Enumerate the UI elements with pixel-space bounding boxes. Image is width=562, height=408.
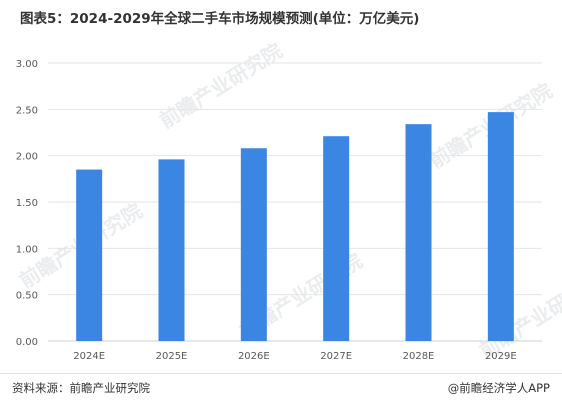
source-note: 资料来源：前瞻产业研究院 [12,381,150,395]
chart-title: 图表5：2024-2029年全球二手车市场规模预测(单位：万亿美元) [20,11,420,27]
y-tick-label: 1.50 [16,198,38,209]
y-tick-label: 0.00 [16,337,38,348]
x-tick-label: 2024E [73,351,105,362]
bar [405,124,432,341]
x-tick-label: 2029E [485,351,517,362]
bar [323,136,350,341]
bar [76,169,103,341]
x-tick-label: 2028E [403,351,435,362]
y-tick-label: 3.00 [16,59,38,70]
brand-credit: @前瞻经济学人APP [447,381,550,395]
x-tick-label: 2026E [238,351,270,362]
y-tick-label: 0.50 [16,291,38,302]
footer-divider [0,373,562,374]
y-tick-label: 1.00 [16,244,38,255]
bar [487,112,514,341]
y-tick-label: 2.00 [16,152,38,163]
x-tick-label: 2027E [320,351,352,362]
bar [158,159,185,341]
bar [240,148,267,341]
y-tick-label: 2.50 [16,105,38,116]
x-tick-label: 2025E [156,351,188,362]
